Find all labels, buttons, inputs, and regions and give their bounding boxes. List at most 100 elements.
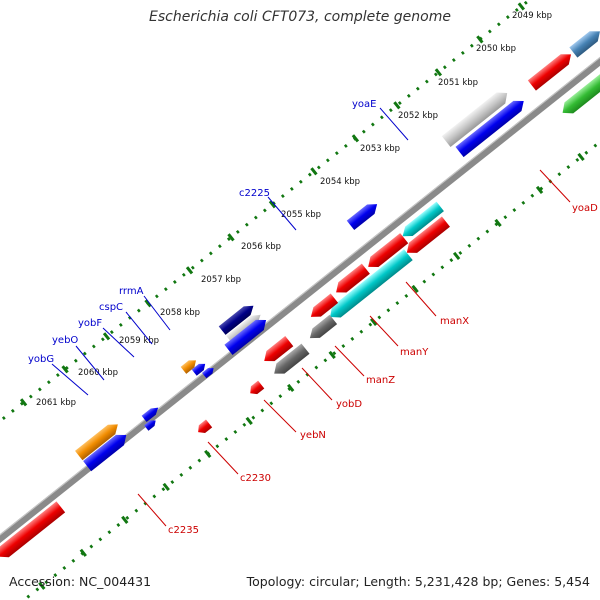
ruler-label: 2051 kbp xyxy=(438,78,478,88)
reverse-tick xyxy=(411,284,419,293)
gene-label-manZ[interactable]: manZ xyxy=(366,375,395,386)
ruler-tick xyxy=(268,200,277,209)
gene-box-yobG-2[interactable] xyxy=(144,418,158,431)
ruler-tick xyxy=(102,332,111,341)
leader-line xyxy=(51,363,89,396)
leader-line xyxy=(405,281,437,317)
ruler-tick xyxy=(227,233,235,242)
map-title: Escherichia coli CFT073, complete genome xyxy=(149,9,451,25)
ruler-tick xyxy=(61,365,69,374)
gene-box-yobG[interactable] xyxy=(141,405,161,423)
gene-label-manY[interactable]: manY xyxy=(400,347,429,358)
leader-line xyxy=(137,493,167,527)
ruler-tick xyxy=(351,134,360,143)
ruler-tick xyxy=(310,167,318,176)
gene-box-yoaE-2[interactable] xyxy=(455,96,528,158)
ruler-label: 2049 kbp xyxy=(512,11,552,21)
ruler-label: 2057 kbp xyxy=(201,275,241,285)
gene-box-yebO-2[interactable] xyxy=(202,365,216,379)
ruler-tick xyxy=(517,2,526,11)
gene-label-yobD[interactable]: yobD xyxy=(336,399,362,410)
reverse-tick xyxy=(38,581,46,590)
gene-box-yoaD[interactable] xyxy=(558,53,600,118)
gene-box-c2230[interactable] xyxy=(247,380,265,398)
gene-box-manY-cyan[interactable] xyxy=(326,249,413,322)
reverse-dots-track xyxy=(17,92,600,600)
ruler-tick xyxy=(19,398,28,407)
leader-line xyxy=(207,441,239,475)
reverse-tick xyxy=(535,185,544,195)
leader-line xyxy=(379,107,409,141)
gene-label-cspC[interactable]: cspC xyxy=(99,302,123,313)
reverse-tick xyxy=(287,383,295,392)
gene-box-rrmA-2[interactable] xyxy=(226,311,264,344)
gene-box-yebO[interactable] xyxy=(191,361,208,376)
ruler-label: 2053 kbp xyxy=(360,144,400,154)
gene-box-manX[interactable] xyxy=(399,201,444,241)
ruler-label: 2058 kbp xyxy=(160,308,200,318)
leader-line xyxy=(334,345,365,377)
reverse-tick xyxy=(577,152,585,162)
accession-label: Accession: NC_004431 xyxy=(9,574,152,589)
gene-box-c2225-steel[interactable] xyxy=(569,26,600,58)
reverse-tick xyxy=(121,515,129,524)
leader-line xyxy=(263,399,297,433)
ruler-tick xyxy=(476,35,484,44)
gene-box-yobD-2[interactable] xyxy=(306,314,338,343)
gene-label-yebO[interactable]: yebO xyxy=(52,335,78,346)
ruler-tick xyxy=(434,68,443,77)
gene-box-c2230-2[interactable] xyxy=(195,419,213,437)
gene-box-yobF[interactable] xyxy=(180,357,199,374)
gene-box-orange-left[interactable] xyxy=(75,420,122,461)
leader-line xyxy=(301,367,333,401)
reverse-tick xyxy=(494,218,502,227)
gene-box-yebN[interactable] xyxy=(260,336,294,366)
ruler-label: 2056 kbp xyxy=(241,242,281,252)
reverse-tick xyxy=(79,548,87,557)
ruler-tick xyxy=(185,266,194,275)
gene-label-c2230[interactable]: c2230 xyxy=(240,473,271,484)
gene-box-manZ[interactable] xyxy=(332,263,370,298)
genome-backbone-highlight xyxy=(0,23,600,573)
gene-box-c2225-right[interactable] xyxy=(527,49,575,91)
leader-line xyxy=(125,311,153,345)
genome-backbone xyxy=(0,23,600,577)
reverse-tick xyxy=(328,350,336,359)
ruler-label: 2061 kbp xyxy=(36,398,76,408)
ruler-label: 2054 kbp xyxy=(320,177,360,187)
gene-box-manX-2[interactable] xyxy=(403,216,450,258)
leader-line xyxy=(75,345,105,381)
gene-box-rrmA[interactable] xyxy=(218,301,257,335)
gene-label-yobG[interactable]: yobG xyxy=(28,354,54,365)
gene-label-yoaD[interactable]: yoaD xyxy=(572,203,598,214)
leader-line xyxy=(369,315,399,347)
gene-box-c2235[interactable] xyxy=(0,501,66,562)
topology-label: Topology: circular; Length: 5,231,428 bp… xyxy=(246,574,590,589)
reverse-tick xyxy=(369,317,378,326)
gene-label-c2225[interactable]: c2225 xyxy=(239,188,270,199)
gene-label-yobF[interactable]: yobF xyxy=(78,318,102,329)
gene-label-manX[interactable]: manX xyxy=(440,316,469,327)
gene-box-yebN-2[interactable] xyxy=(270,343,310,379)
gene-box-c2225[interactable] xyxy=(346,199,381,231)
gene-box-yoaE[interactable] xyxy=(441,88,512,148)
ruler-label: 2050 kbp xyxy=(476,44,516,54)
ruler-tick xyxy=(144,299,152,308)
ruler-track xyxy=(0,0,565,485)
reverse-tick xyxy=(204,449,212,458)
gene-label-c2235[interactable]: c2235 xyxy=(168,525,199,536)
gene-box-yobD[interactable] xyxy=(307,293,339,322)
ruler-label: 2052 kbp xyxy=(398,111,438,121)
gene-box-blue-left[interactable] xyxy=(83,430,130,472)
gene-label-rrmA[interactable]: rrmA xyxy=(119,286,144,297)
leader-line xyxy=(267,196,297,231)
gene-box-manY[interactable] xyxy=(364,233,409,272)
reverse-tick xyxy=(245,416,253,425)
gene-label-yoaE[interactable]: yoaE xyxy=(352,99,376,110)
gene-box-cspC[interactable] xyxy=(224,315,270,355)
gene-label-yebN[interactable]: yebN xyxy=(300,430,326,441)
reverse-tick xyxy=(452,251,461,260)
ruler-label: 2059 kbp xyxy=(119,336,159,346)
reverse-tick xyxy=(162,482,170,491)
